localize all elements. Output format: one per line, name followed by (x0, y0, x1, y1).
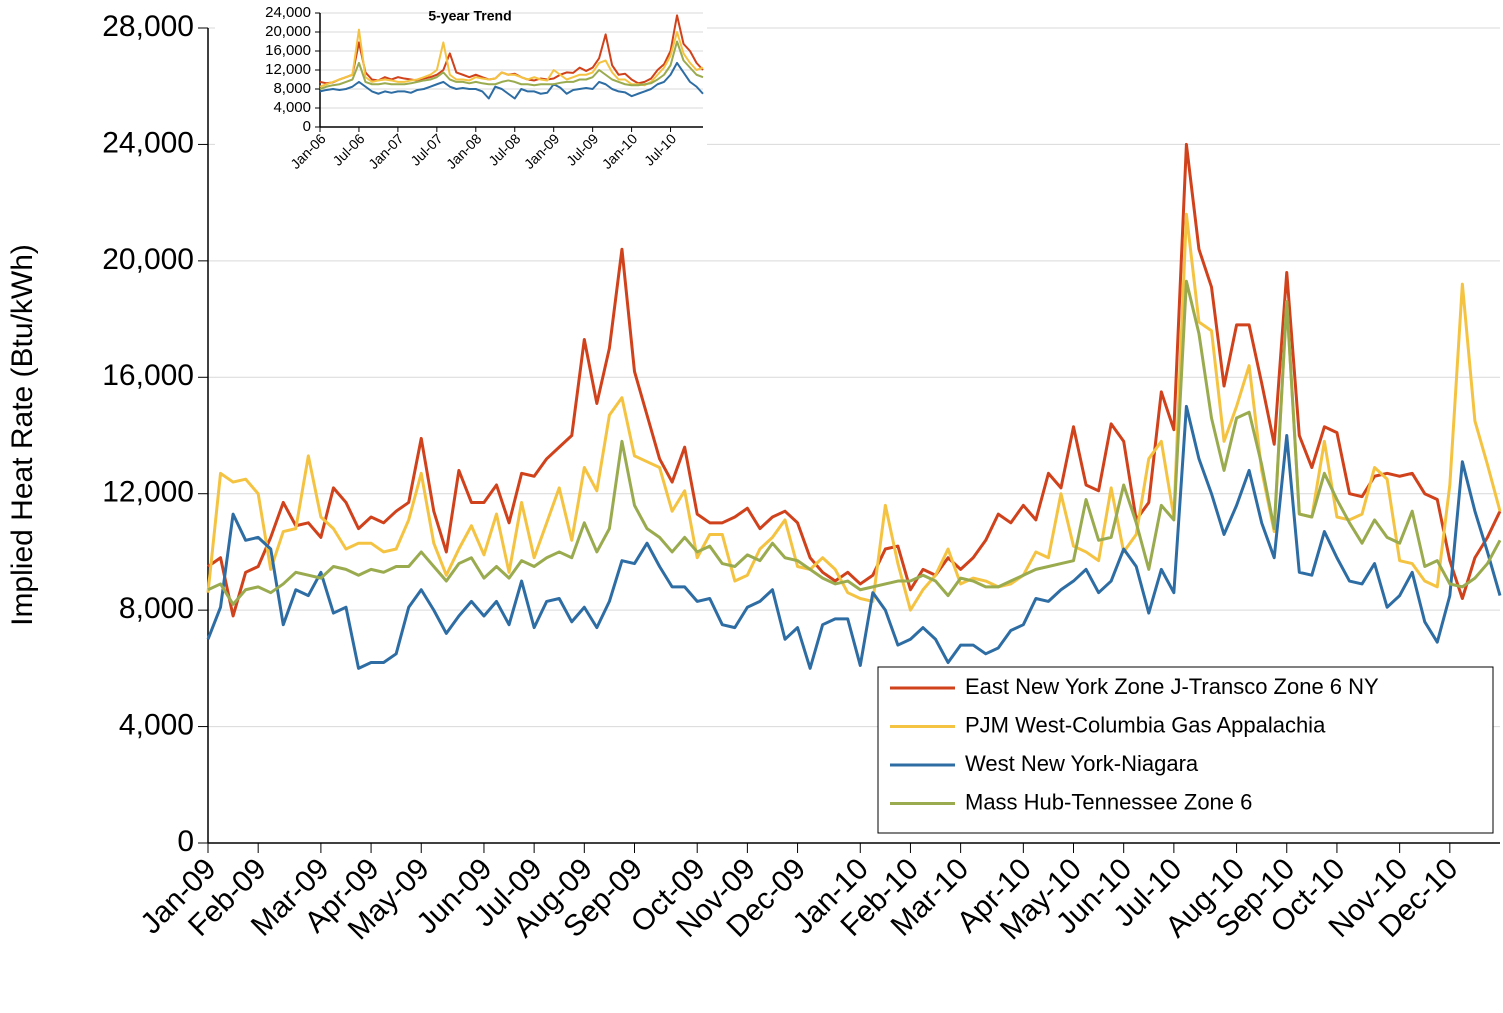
y-tick-label: 24,000 (102, 126, 194, 159)
legend-label: West New York-Niagara (965, 751, 1199, 776)
y-tick-label: 0 (177, 825, 194, 858)
legend-label: PJM West-Columbia Gas Appalachia (965, 712, 1326, 737)
y-tick-label: 20,000 (102, 243, 194, 276)
y-tick-label: 12,000 (102, 476, 194, 509)
y-tick-label: 20,000 (265, 23, 311, 40)
series-line (206, 212, 1502, 612)
legend-label: Mass Hub-Tennessee Zone 6 (965, 789, 1252, 814)
series-line (207, 279, 1502, 606)
y-tick-label: 16,000 (102, 359, 194, 392)
inset-background (215, 0, 707, 238)
y-tick-label: 12,000 (265, 61, 311, 78)
chart-title: 5-year Trend (428, 8, 511, 24)
legend-label: East New York Zone J-Transco Zone 6 NY (965, 674, 1379, 699)
inset-chart: 04,0008,00012,00016,00020,00024,000Jan-0… (215, 0, 707, 238)
series-line (206, 404, 1502, 670)
y-tick-label: 24,000 (265, 4, 311, 21)
series-line (319, 61, 704, 100)
legend: East New York Zone J-Transco Zone 6 NY PJ… (877, 666, 1494, 834)
y-axis-title: Implied Heat Rate (Btu/kWh) (6, 244, 39, 626)
y-tick-label: 4,000 (119, 708, 194, 741)
y-tick-label: 8,000 (119, 592, 194, 625)
series-line (319, 40, 704, 90)
y-tick-label: 16,000 (265, 42, 311, 59)
y-tick-label: 8,000 (273, 80, 311, 97)
legend-box (877, 666, 1494, 834)
y-tick-label: 0 (303, 118, 311, 135)
series-line (207, 142, 1502, 618)
y-tick-label: 28,000 (102, 10, 194, 43)
y-tick-label: 4,000 (273, 99, 311, 116)
